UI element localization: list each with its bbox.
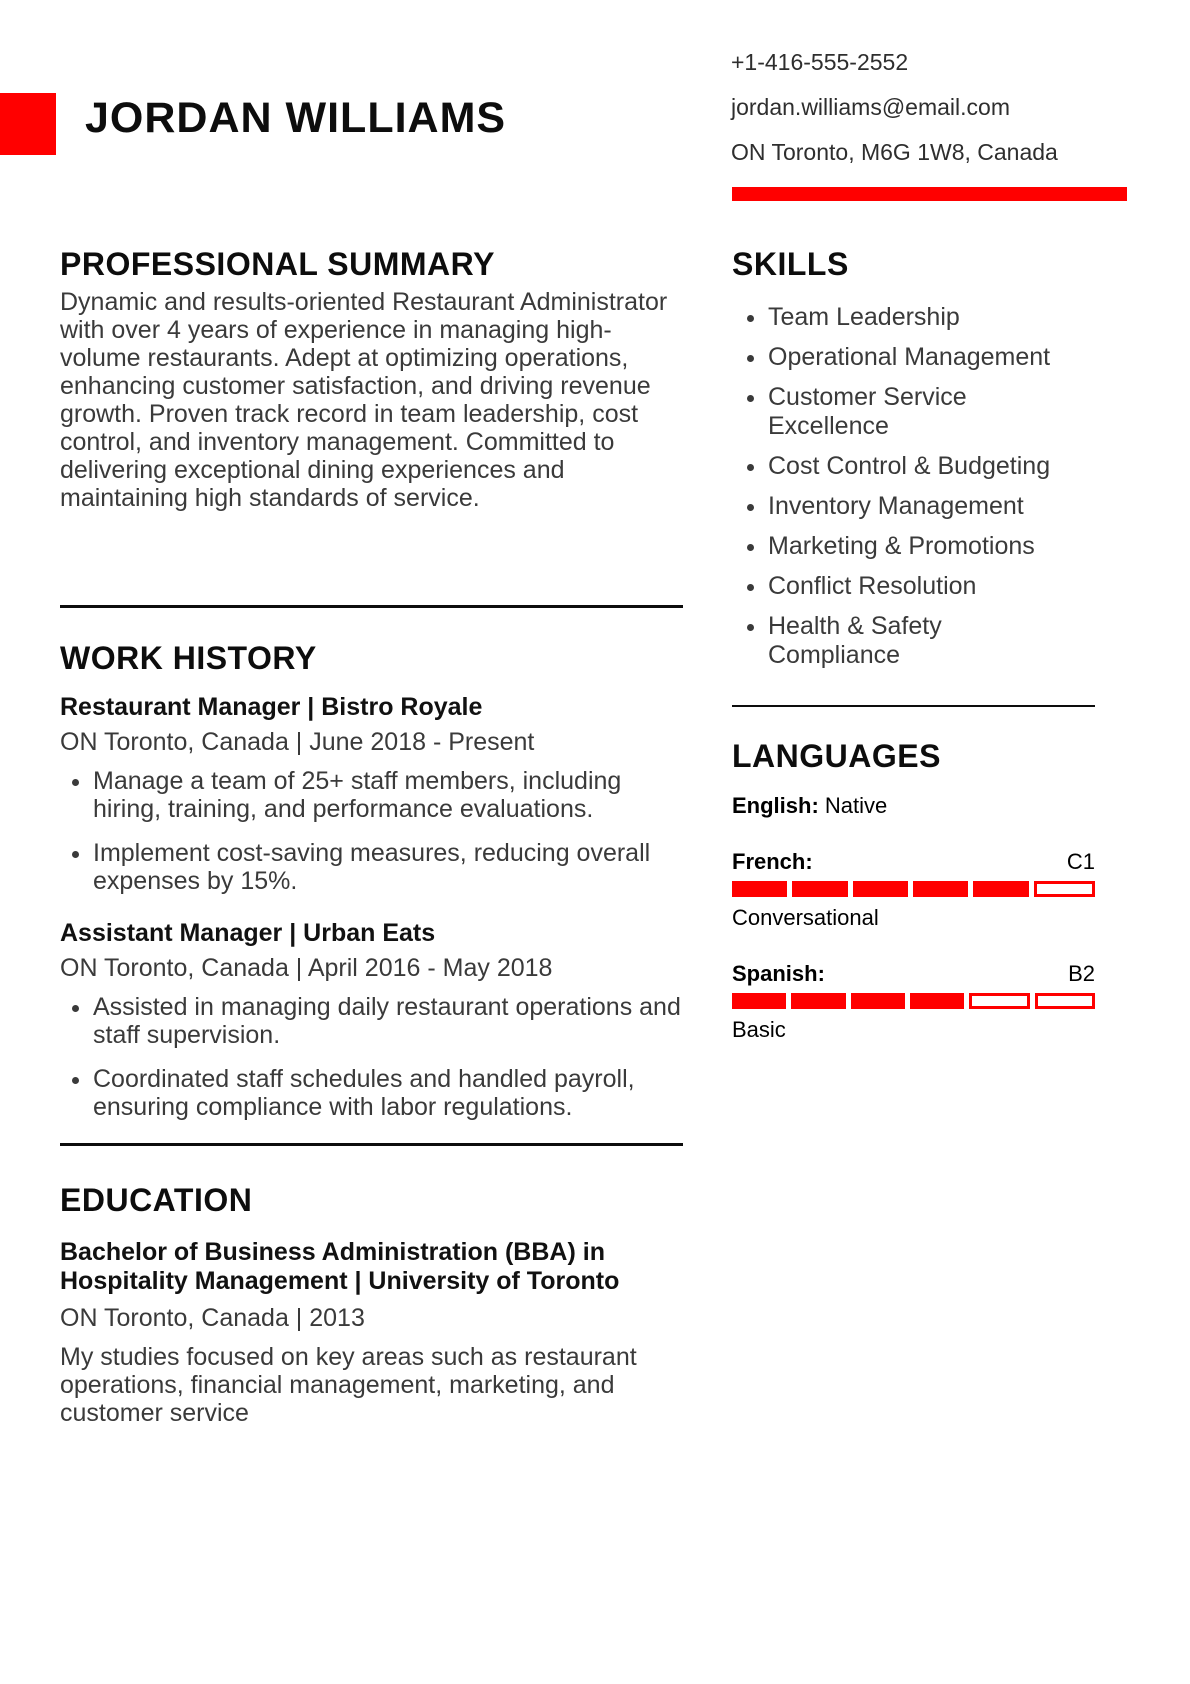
job-title: Restaurant Manager | Bistro Royale <box>60 693 483 721</box>
job-entry: Restaurant Manager | Bistro Royale ON Tor… <box>60 693 683 895</box>
section-divider <box>732 705 1095 707</box>
skill-item: Team Leadership <box>768 303 1068 332</box>
bar-segment-filled <box>791 993 846 1009</box>
language-row: English: Native <box>732 793 1095 819</box>
bar-segment-empty <box>1033 881 1095 897</box>
education-meta: ON Toronto, Canada | 2013 <box>60 1304 365 1332</box>
education-description: My studies focused on key areas such as … <box>60 1343 637 1427</box>
bar-segment-empty <box>1034 993 1095 1009</box>
section-heading-skills: SKILLS <box>732 246 849 282</box>
skill-item: Cost Control & Budgeting <box>768 452 1068 481</box>
section-heading-work-history: WORK HISTORY <box>60 640 317 676</box>
section-divider <box>60 605 683 608</box>
bar-segment-filled <box>973 881 1029 897</box>
section-heading-professional-summary: PROFESSIONAL SUMMARY <box>60 246 495 282</box>
accent-square <box>0 93 56 155</box>
skill-item: Operational Management <box>768 343 1068 372</box>
languages-list: English: Native French: C1 Conversational Sp… <box>732 793 1095 1043</box>
job-bullet: Coordinated staff schedules and handled … <box>93 1065 683 1121</box>
degree-title: Bachelor of Business Administration (BBA… <box>60 1238 683 1296</box>
language-name: Spanish: <box>732 961 825 986</box>
bar-segment-filled <box>909 993 965 1009</box>
job-bullet-list: Manage a team of 25+ staff members, incl… <box>60 767 683 895</box>
bar-segment-filled <box>852 881 908 897</box>
bar-segment-filled <box>850 993 905 1009</box>
job-bullet: Manage a team of 25+ staff members, incl… <box>93 767 683 823</box>
candidate-name: JORDAN WILLIAMS <box>85 94 507 142</box>
language-proficiency-bar <box>732 881 1095 897</box>
work-history-list: Restaurant Manager | Bistro Royale ON Tor… <box>60 693 683 1121</box>
section-divider <box>60 1143 683 1146</box>
skill-item: Conflict Resolution <box>768 572 1068 601</box>
bar-segment-filled <box>732 993 787 1009</box>
section-heading-languages: LANGUAGES <box>732 738 941 774</box>
contact-email: jordan.williams@email.com <box>731 94 1010 120</box>
job-meta: ON Toronto, Canada | April 2016 - May 20… <box>60 954 553 982</box>
skill-item: Customer Service Excellence <box>768 383 1068 441</box>
language-name: French: <box>732 849 813 874</box>
language-proficiency-bar <box>732 993 1095 1009</box>
job-bullet-list: Assisted in managing daily restaurant op… <box>60 993 683 1121</box>
degree-title-line: Bachelor of Business Administration (BBA… <box>60 1238 605 1266</box>
education-entry: Bachelor of Business Administration (BBA… <box>60 1238 683 1427</box>
skill-item: Inventory Management <box>768 492 1068 521</box>
bar-segment-filled <box>792 881 848 897</box>
language-cefr-level: C1 <box>1066 849 1095 874</box>
skills-bullet-list: Team Leadership Operational Management Cus… <box>732 303 1095 670</box>
language-level: Native <box>824 793 888 818</box>
job-bullet: Assisted in managing daily restaurant op… <box>93 993 683 1049</box>
skills-list: Team Leadership Operational Management Cus… <box>732 303 1095 681</box>
language-row: French: C1 Conversational <box>732 849 1095 931</box>
language-proficiency-label: Basic <box>732 1017 786 1042</box>
contact-address: ON Toronto, M6G 1W8, Canada <box>731 139 1058 165</box>
job-title: Assistant Manager | Urban Eats <box>60 919 436 947</box>
bar-segment-filled <box>912 881 969 897</box>
language-cefr-level: B2 <box>1068 961 1095 986</box>
job-bullet: Implement cost-saving measures, reducing… <box>93 839 683 895</box>
skill-item: Health & Safety Compliance <box>768 612 1068 670</box>
job-meta: ON Toronto, Canada | June 2018 - Present <box>60 728 535 756</box>
language-label-row: French: C1 <box>732 849 1095 875</box>
degree-title-line: Hospitality Management | University of T… <box>60 1267 620 1295</box>
language-proficiency-label: Conversational <box>732 905 879 930</box>
professional-summary-text: Dynamic and results-oriented Restaurant … <box>60 288 668 512</box>
accent-bar <box>732 187 1127 201</box>
job-entry: Assistant Manager | Urban Eats ON Toronto… <box>60 919 683 1121</box>
language-row: Spanish: B2 Basic <box>732 961 1095 1043</box>
contact-phone: +1-416-555-2552 <box>731 49 909 75</box>
section-heading-education: EDUCATION <box>60 1182 253 1218</box>
bar-segment-empty <box>969 993 1030 1009</box>
skill-item: Marketing & Promotions <box>768 532 1068 561</box>
language-label-row: Spanish: B2 <box>732 961 1095 987</box>
bar-segment-filled <box>732 881 788 897</box>
contact-block: +1-416-555-2552 jordan.williams@email.co… <box>731 40 1058 175</box>
language-name: English: <box>732 793 819 818</box>
